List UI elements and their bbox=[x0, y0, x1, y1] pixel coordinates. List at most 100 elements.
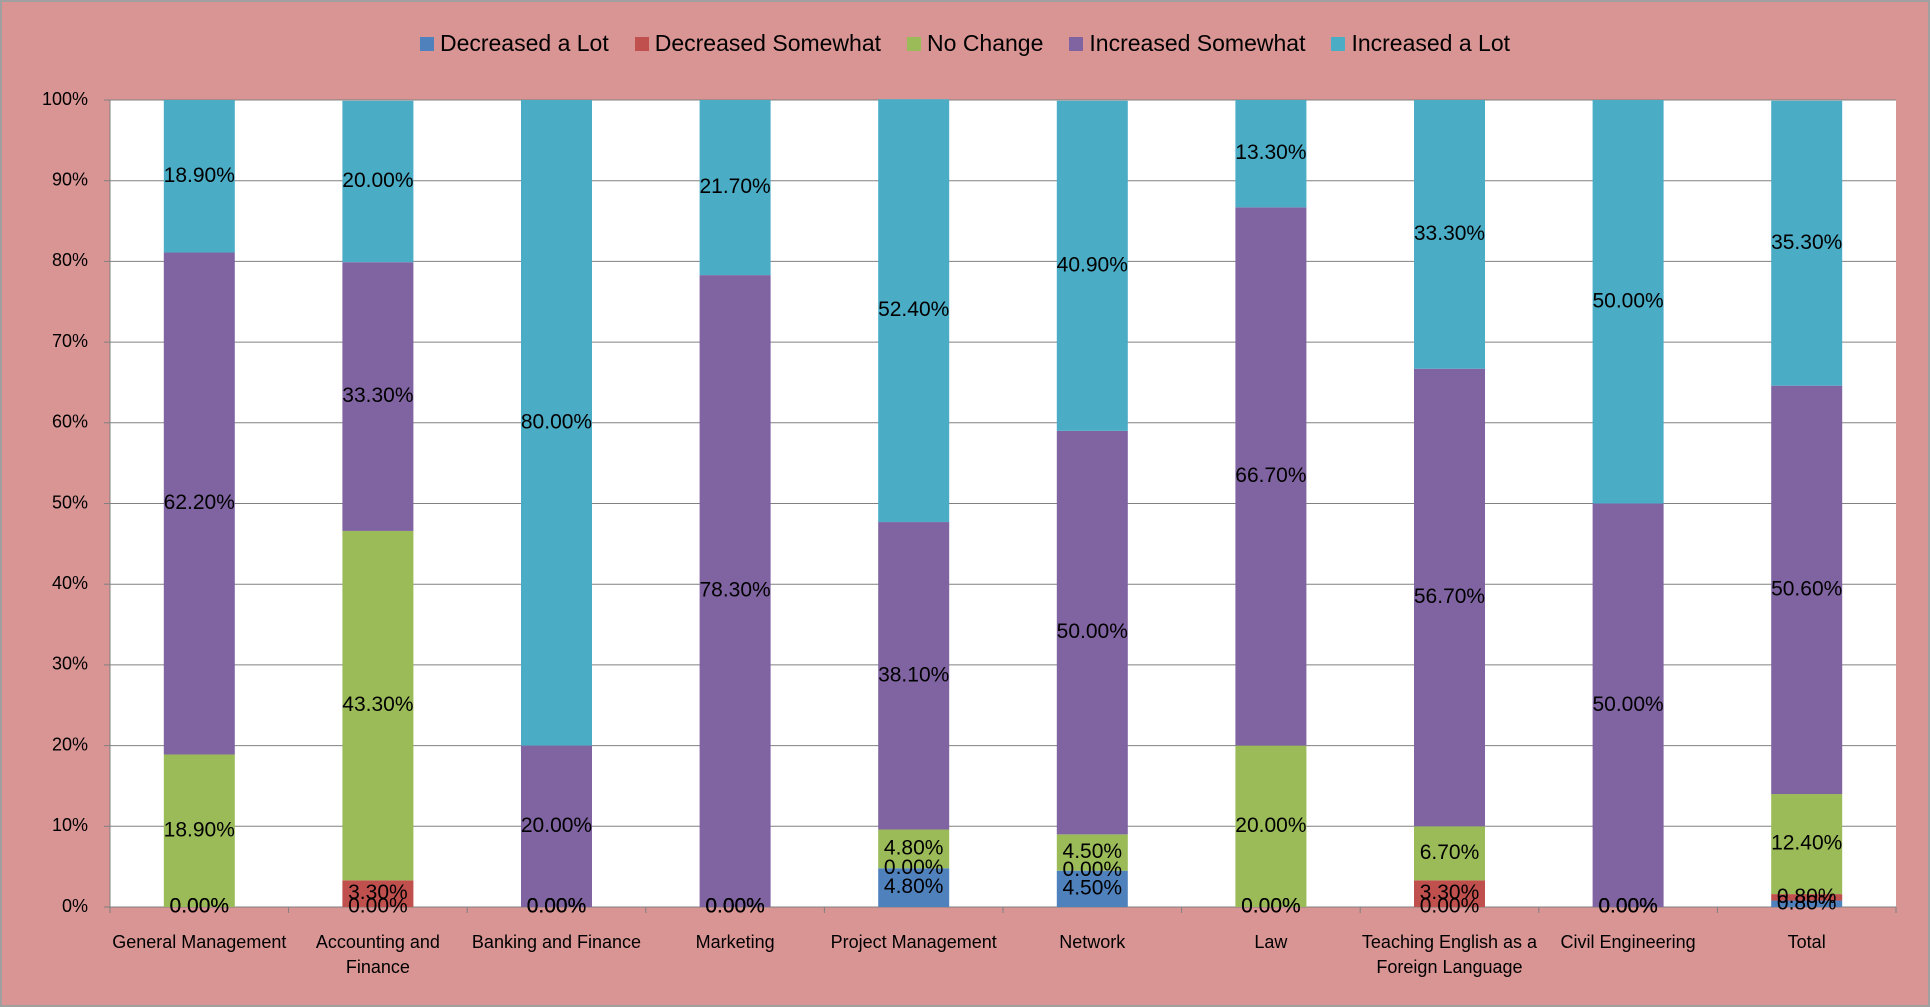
x-tick-label: Teaching English as a Foreign Language bbox=[1361, 932, 1538, 977]
data-label: 50.00% bbox=[1057, 620, 1128, 643]
bar-segment bbox=[342, 262, 414, 531]
data-label: 12.40% bbox=[1771, 832, 1842, 855]
bar-segment bbox=[1056, 430, 1128, 835]
legend: Decreased a Lot Decreased Somewhat No Chan… bbox=[2, 30, 1928, 57]
legend-swatch bbox=[419, 36, 434, 51]
data-label: 0.00% bbox=[705, 895, 765, 918]
bar-segment bbox=[878, 829, 950, 869]
y-tick-label: 60% bbox=[52, 412, 88, 432]
data-label: 3.30% bbox=[1420, 881, 1480, 904]
data-label: 20.00% bbox=[342, 169, 413, 192]
bar-segment bbox=[1056, 834, 1128, 871]
data-label: 0.80% bbox=[1777, 891, 1837, 914]
data-label: 0.00% bbox=[1598, 895, 1658, 918]
data-label: 21.70% bbox=[699, 175, 770, 198]
bar-segment bbox=[878, 99, 950, 523]
data-label: 6.70% bbox=[1420, 841, 1480, 864]
bar-segment bbox=[163, 100, 235, 253]
bar-segment bbox=[1592, 503, 1664, 907]
y-tick-label: 80% bbox=[52, 250, 88, 270]
y-tick-label: 30% bbox=[52, 654, 88, 674]
data-label: 38.10% bbox=[878, 663, 949, 686]
legend-label: Decreased a Lot bbox=[439, 30, 609, 56]
bar-segment bbox=[878, 868, 950, 907]
bar-segment bbox=[1414, 826, 1485, 881]
bar-segment bbox=[1414, 100, 1485, 369]
x-tick-label: Banking and Finance bbox=[471, 932, 642, 952]
data-label: 0.00% bbox=[1420, 895, 1480, 918]
y-tick-label: 50% bbox=[52, 492, 88, 512]
data-label: 4.50% bbox=[1063, 876, 1123, 899]
bar-segment bbox=[521, 745, 592, 907]
data-label: 0.00% bbox=[1598, 895, 1658, 918]
legend-swatch bbox=[1331, 36, 1346, 51]
y-tick-label: 0% bbox=[62, 896, 88, 916]
data-label: 0.00% bbox=[1598, 895, 1658, 918]
data-label: 0.00% bbox=[527, 895, 587, 918]
x-tick-label: Accounting and Finance bbox=[315, 932, 440, 977]
legend-item: No Change bbox=[907, 30, 1043, 57]
y-tick-label: 20% bbox=[52, 734, 88, 754]
data-label: 20.00% bbox=[521, 814, 592, 837]
bar-segment bbox=[1592, 100, 1664, 504]
bar-segment bbox=[1235, 100, 1307, 208]
legend-item: Increased Somewhat bbox=[1069, 30, 1305, 57]
legend-swatch bbox=[634, 36, 649, 51]
data-label: 33.30% bbox=[342, 384, 413, 407]
legend-label: Increased a Lot bbox=[1351, 30, 1511, 56]
bar-segment bbox=[1235, 207, 1307, 746]
x-tick-label: Civil Engineering bbox=[1560, 932, 1696, 952]
data-label: 66.70% bbox=[1235, 464, 1306, 487]
data-label: 78.30% bbox=[699, 579, 770, 602]
x-tick-label: Project Management bbox=[830, 932, 997, 952]
data-label: 0.00% bbox=[170, 895, 230, 918]
bar-segment bbox=[699, 100, 771, 276]
bar-segment bbox=[1414, 880, 1485, 907]
data-label: 0.00% bbox=[705, 895, 765, 918]
bar-segment bbox=[342, 880, 414, 907]
data-label: 0.00% bbox=[1241, 895, 1301, 918]
data-label: 80.00% bbox=[521, 410, 592, 433]
y-tick-label: 100% bbox=[42, 89, 88, 109]
legend-swatch bbox=[907, 36, 922, 51]
x-tick-label: Marketing bbox=[695, 932, 775, 952]
legend-label: Decreased Somewhat bbox=[654, 30, 882, 56]
bar-segment bbox=[1771, 894, 1843, 901]
data-label: 43.30% bbox=[342, 693, 413, 716]
legend-label: No Change bbox=[927, 30, 1044, 56]
data-label: 62.20% bbox=[164, 491, 235, 514]
data-label: 13.30% bbox=[1235, 141, 1306, 164]
y-tick-label: 70% bbox=[52, 331, 88, 351]
bar-segment bbox=[1235, 745, 1307, 907]
data-label: 50.00% bbox=[1592, 289, 1663, 312]
data-label: 0.00% bbox=[348, 895, 408, 918]
x-tick-label: Network bbox=[1059, 932, 1126, 952]
bar-segment bbox=[1771, 385, 1843, 795]
y-tick-label: 40% bbox=[52, 573, 88, 593]
x-tick-label: Law bbox=[1254, 932, 1288, 952]
legend-item: Increased a Lot bbox=[1331, 30, 1510, 57]
x-tick-label: Total bbox=[1787, 932, 1826, 952]
legend-item: Decreased Somewhat bbox=[634, 30, 882, 57]
data-label: 0.00% bbox=[1063, 858, 1123, 881]
data-label: 18.90% bbox=[164, 164, 235, 187]
data-label: 35.30% bbox=[1771, 231, 1842, 254]
data-label: 52.40% bbox=[878, 298, 949, 321]
data-label: 4.50% bbox=[1063, 840, 1123, 863]
data-label: 0.00% bbox=[170, 895, 230, 918]
legend-item: Decreased a Lot bbox=[419, 30, 609, 57]
bar-segment bbox=[342, 530, 414, 881]
data-label: 20.00% bbox=[1235, 814, 1306, 837]
x-tick-label: General Management bbox=[112, 932, 287, 952]
data-label: 0.00% bbox=[527, 895, 587, 918]
data-label: 4.80% bbox=[884, 875, 944, 898]
data-label: 40.90% bbox=[1057, 253, 1128, 276]
bar-segment bbox=[1771, 100, 1843, 386]
bar-segment bbox=[163, 754, 235, 907]
data-label: 0.80% bbox=[1777, 885, 1837, 908]
bar-segment bbox=[342, 100, 414, 263]
y-tick-label: 90% bbox=[52, 169, 88, 189]
bar-segment bbox=[878, 522, 950, 830]
